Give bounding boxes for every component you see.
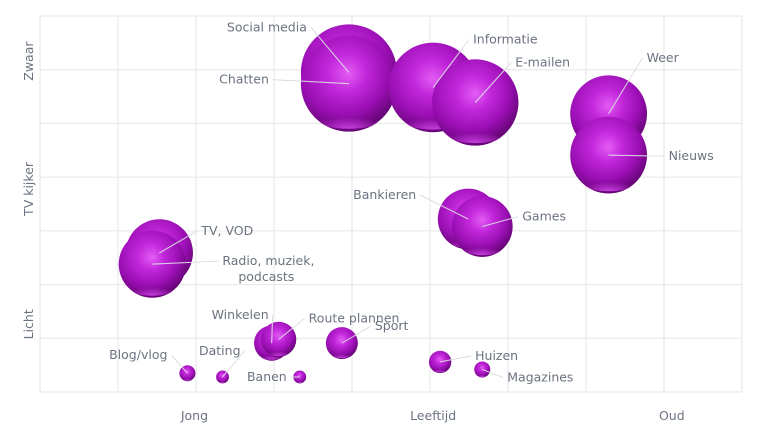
bubble-label: Games [522,209,566,224]
bubble-rim [218,380,228,383]
bubble-label: Magazines [507,369,573,384]
bubble-rim [181,377,194,381]
leader-line-shadow [608,154,665,157]
leader-line-shadow [152,260,219,265]
bubble-rim [266,348,291,356]
bubble-label: Chatten [219,72,269,87]
leader-line-shadow [271,315,274,344]
leader-line-shadow [440,355,472,363]
bubble-labels: Social media Chatten Informatie E-mailen Wee… [109,19,714,384]
bubble-label: Banen [247,369,287,384]
bubble-label: Sport [375,318,409,333]
bubble-label: Social media [227,19,307,34]
bubble-rim [581,174,636,192]
leader-line-shadow [608,57,643,114]
bubble-label: Huizen [475,348,518,363]
bubble-label: Informatie [473,31,538,46]
y-tick-label: Licht [21,309,36,339]
bubble-label: E-mailen [515,54,570,69]
bubble-rim [128,280,176,296]
bubble-rim [295,380,305,383]
leader-line-shadow [159,230,198,254]
x-tick-label: Oud [659,408,685,423]
bubble-label: Dating [199,343,241,358]
x-tick-label: Jong [180,408,208,423]
bubble [432,59,519,146]
leader-line-shadow [420,194,469,220]
bubble-label: Radio, muziek, podcasts [222,253,314,284]
bubble-label: Nieuws [669,148,714,163]
leader-line-shadow [310,27,350,73]
bubble-label: Blog/vlog [109,347,167,362]
bubble-mark [432,59,519,146]
leader-line-shadow [171,354,188,374]
bubble-label: TV, VOD [200,223,253,238]
bubble-rim [476,373,488,377]
x-tick-label: Leeftijd [410,408,456,423]
leader-line-shadow [482,216,519,227]
y-tick-label: TV kijker [21,161,36,217]
bubble-label: Bankieren [353,187,416,202]
leader-line-shadow [272,79,349,85]
bubble-label: Route plannen [309,310,400,325]
bubble-rim [432,367,448,373]
leader-line-shadow [432,39,470,88]
leader-line-shadow [474,62,512,103]
y-tick-label: Zwaar [21,41,36,81]
bubble-rim [315,107,383,129]
axes: Jong Leeftijd Oud Licht TV kijker Zwaar [21,41,685,423]
bubble-rim [445,124,506,144]
bubble-rim [330,351,354,359]
leader-line-shadow [222,350,245,378]
bubble-rim [460,241,504,256]
leader-line-shadow [341,325,372,344]
bubble-label: Weer [647,50,680,65]
leader-line-shadow [482,369,504,378]
bubble-label: Winkelen [212,307,269,322]
leader-line-shadow [278,318,305,340]
